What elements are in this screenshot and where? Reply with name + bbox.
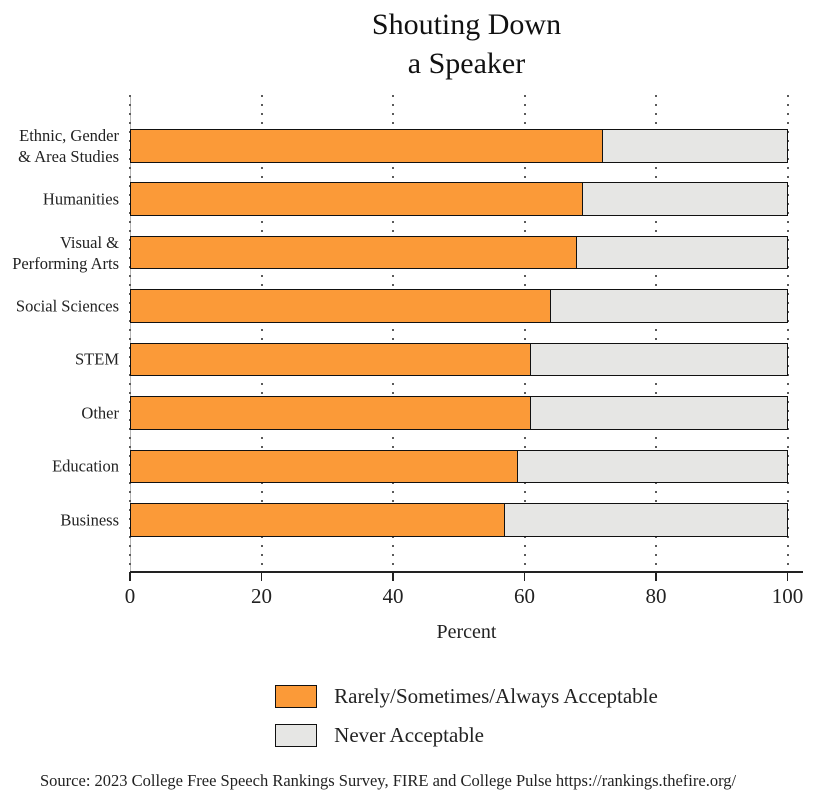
- x-tick-label: 0: [124, 584, 136, 608]
- category-label: Education: [52, 456, 119, 476]
- x-axis-tick: [392, 572, 394, 581]
- chart-title: Shouting Down a Speaker: [371, 8, 562, 80]
- category-label: Other: [81, 403, 119, 423]
- legend-swatch: [275, 724, 318, 747]
- bar-segment-accepted: [131, 130, 603, 162]
- category-label: Visual & Performing Arts: [12, 232, 119, 273]
- legend-label: Never Acceptable: [334, 723, 484, 747]
- x-tick-label: 80: [645, 584, 667, 608]
- gridline-80: [655, 95, 657, 572]
- x-axis-tick: [260, 572, 263, 581]
- category-label: STEM: [74, 349, 119, 369]
- bar-track: [130, 396, 788, 430]
- gridline-60: [523, 95, 526, 572]
- gridline-100: [786, 95, 789, 572]
- bar-segment-accepted: [131, 504, 505, 536]
- x-axis-title: Percent: [436, 621, 497, 643]
- x-axis-tick: [786, 572, 789, 581]
- bar-segment-accepted: [131, 290, 551, 322]
- category-label: Social Sciences: [15, 296, 119, 316]
- bar-track: [130, 342, 788, 377]
- bar-track: [130, 503, 788, 537]
- plot-area: [129, 95, 789, 572]
- bar-segment-accepted: [131, 397, 531, 429]
- legend-label: Rarely/Sometimes/Always Acceptable: [334, 684, 658, 708]
- bar-track: [130, 182, 788, 216]
- x-axis-line: [130, 571, 803, 573]
- gridline-40: [392, 95, 394, 572]
- legend: Rarely/Sometimes/Always Acceptable Never …: [130, 684, 803, 762]
- legend-item: Rarely/Sometimes/Always Acceptable: [275, 684, 658, 709]
- bar-segment-accepted: [131, 450, 518, 483]
- bar-track: [130, 289, 788, 323]
- gridline-20: [260, 95, 263, 572]
- category-label: Business: [60, 510, 119, 530]
- bar-segment-accepted: [131, 236, 577, 269]
- x-tick-label: 40: [382, 584, 404, 608]
- category-label: Humanities: [42, 189, 119, 209]
- legend-item: Never Acceptable: [275, 723, 658, 748]
- x-tick-label: 20: [251, 584, 272, 608]
- gridline-0: [129, 95, 131, 572]
- legend-swatch: [275, 685, 318, 708]
- x-tick-label: 60: [514, 584, 535, 608]
- bar-segment-accepted: [131, 183, 584, 215]
- x-axis-tick: [523, 572, 526, 581]
- x-axis-tick: [129, 572, 131, 581]
- x-axis-tick: [655, 572, 657, 581]
- x-tick-label: 100: [771, 584, 804, 608]
- bar-segment-accepted: [131, 343, 531, 376]
- bar-track: [130, 449, 788, 484]
- bar-track: [130, 129, 788, 163]
- source-note: Source: 2023 College Free Speech Ranking…: [40, 771, 737, 790]
- bar-track: [130, 235, 788, 270]
- category-label: Ethnic, Gender & Area Studies: [18, 125, 119, 166]
- legend-box: Rarely/Sometimes/Always Acceptable Never …: [275, 684, 658, 762]
